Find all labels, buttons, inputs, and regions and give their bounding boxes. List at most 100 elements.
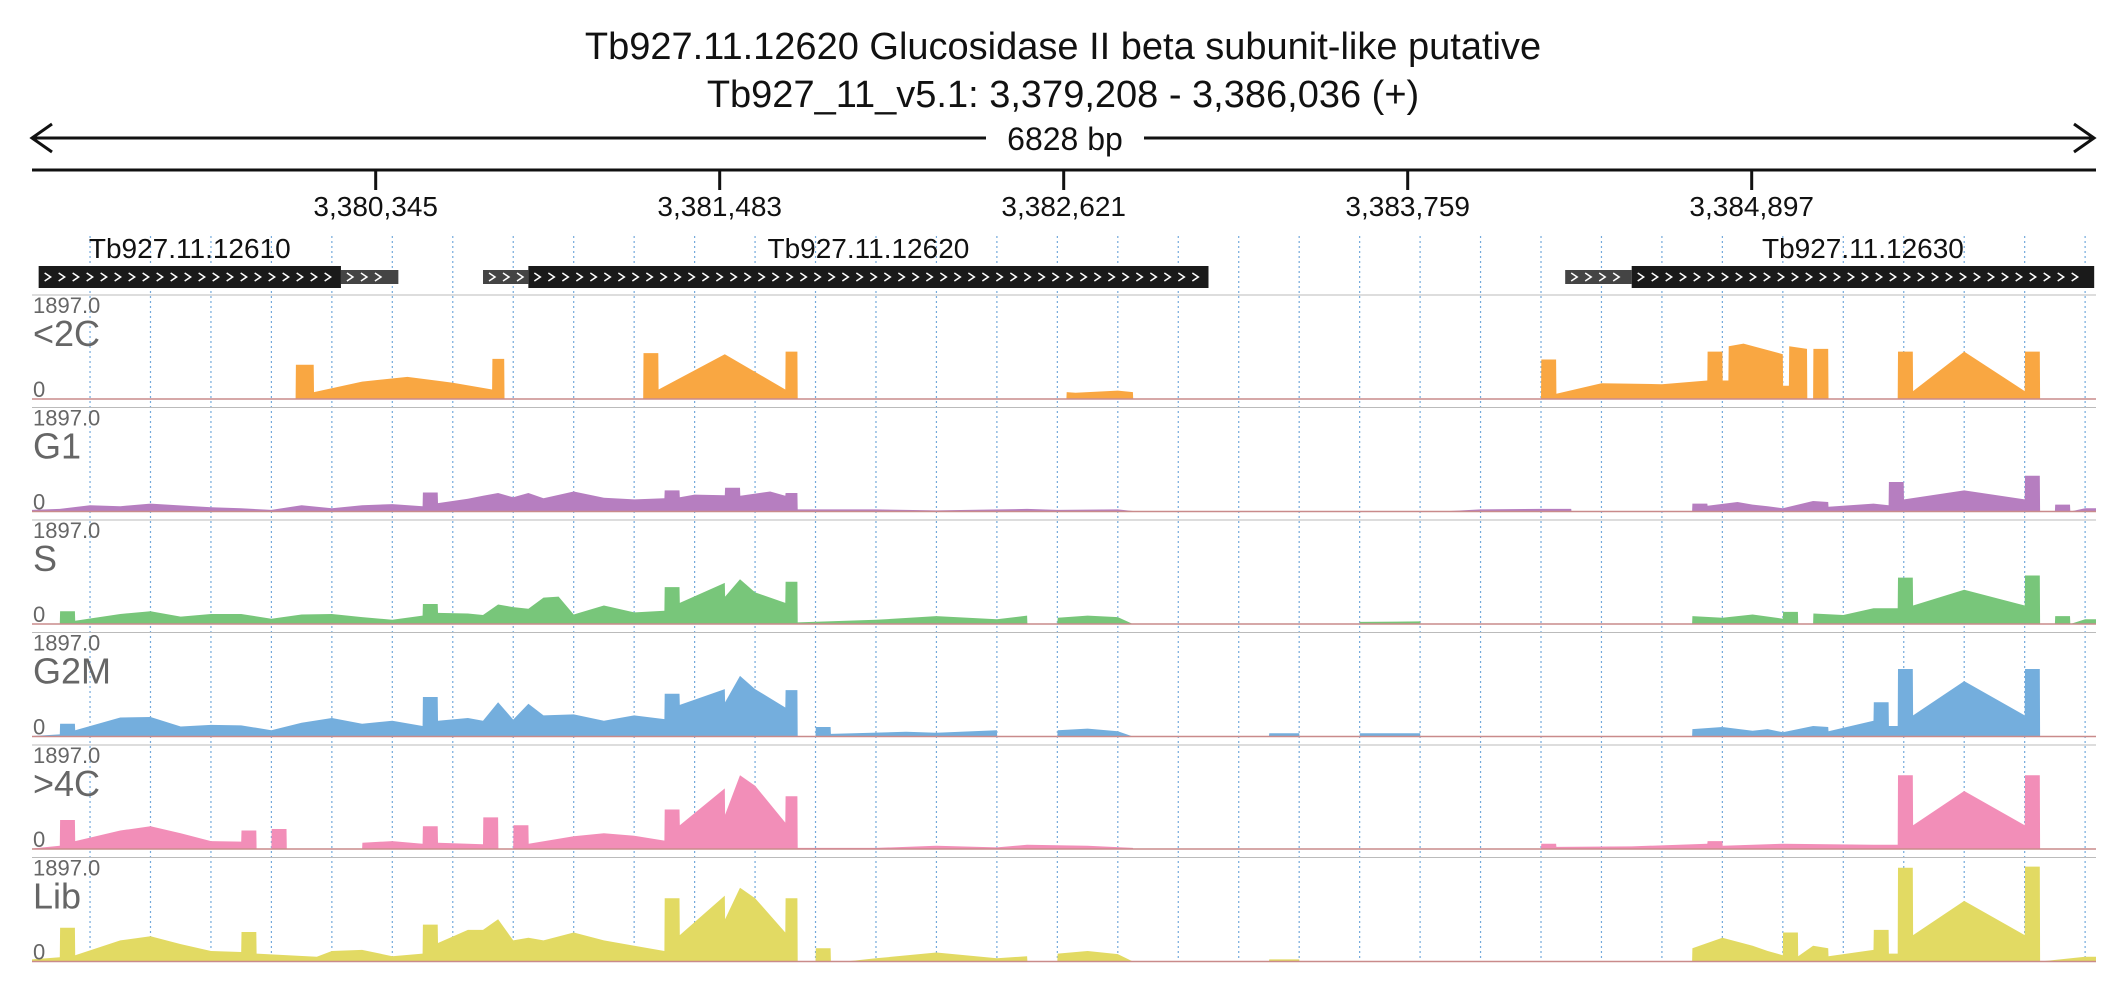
strand-arrow-icon	[240, 272, 249, 282]
strand-arrow-icon	[346, 272, 355, 282]
track-ymax-label: 1897.0	[33, 856, 100, 881]
track-ymin-label: 0	[33, 377, 45, 402]
strand-arrow-icon	[170, 272, 179, 282]
figure-title: Tb927.11.12620 Glucosidase II beta subun…	[585, 26, 1541, 68]
strand-arrow-icon	[925, 272, 934, 282]
strand-arrow-icon	[1959, 272, 1968, 282]
strand-arrow-icon	[869, 272, 878, 282]
gene-utr	[340, 270, 399, 284]
gene-label: Tb927.11.12620	[767, 233, 969, 264]
strand-arrow-icon	[1612, 272, 1621, 282]
strand-arrow-icon	[743, 272, 752, 282]
strand-arrow-icon	[254, 272, 263, 282]
strand-arrow-icon	[1973, 272, 1982, 282]
track-ymin-label: 0	[33, 827, 45, 852]
strand-arrow-icon	[128, 272, 137, 282]
strand-arrow-icon	[296, 272, 305, 282]
x-tick-label: 3,380,345	[313, 191, 438, 222]
figure-subtitle: Tb927_11_v5.1: 3,379,208 - 3,386,036 (+)	[707, 74, 1419, 116]
strand-arrow-icon	[883, 272, 892, 282]
gene-utr	[483, 270, 529, 284]
strand-arrow-icon	[1903, 272, 1912, 282]
track-ymin-label: 0	[33, 490, 45, 515]
strand-arrow-icon	[1777, 272, 1786, 282]
strand-arrow-icon	[142, 272, 151, 282]
strand-arrow-icon	[617, 272, 626, 282]
strand-arrow-icon	[1009, 272, 1018, 282]
strand-arrow-icon	[1987, 272, 1996, 282]
gene-cds	[528, 266, 1209, 288]
strand-arrow-icon	[1805, 272, 1814, 282]
strand-arrow-icon	[72, 272, 81, 282]
strand-arrow-icon	[575, 272, 584, 282]
strand-arrow-icon	[1023, 272, 1032, 282]
strand-arrow-icon	[533, 272, 542, 282]
strand-arrow-icon	[360, 272, 369, 282]
strand-arrow-icon	[547, 272, 556, 282]
track-ymin-label: 0	[33, 715, 45, 740]
strand-arrow-icon	[813, 272, 822, 282]
strand-arrow-icon	[226, 272, 235, 282]
strand-arrow-icon	[2071, 272, 2080, 282]
strand-arrow-icon	[799, 272, 808, 282]
strand-arrow-icon	[1163, 272, 1172, 282]
strand-arrow-icon	[1079, 272, 1088, 282]
coverage-track: 1897.0S 0	[32, 518, 2096, 627]
strand-arrow-icon	[1149, 272, 1158, 282]
track-ymax-label: 1897.0	[33, 406, 100, 431]
strand-arrow-icon	[1665, 272, 1674, 282]
strand-arrow-icon	[1735, 272, 1744, 282]
strand-arrow-icon	[100, 272, 109, 282]
strand-arrow-icon	[1093, 272, 1102, 282]
strand-arrow-icon	[2029, 272, 2038, 282]
strand-arrow-icon	[86, 272, 95, 282]
strand-arrow-icon	[897, 272, 906, 282]
strand-arrow-icon	[282, 272, 291, 282]
strand-arrow-icon	[589, 272, 598, 282]
strand-arrow-icon	[673, 272, 682, 282]
x-tick-label: 3,383,759	[1345, 191, 1470, 222]
strand-arrow-icon	[1833, 272, 1842, 282]
track-name-label: <2C	[33, 313, 100, 354]
strand-arrow-icon	[502, 272, 511, 282]
span-ruler: 6828 bp	[29, 121, 2097, 157]
strand-arrow-icon	[701, 272, 710, 282]
strand-arrow-icon	[1584, 272, 1593, 282]
strand-arrow-icon	[1945, 272, 1954, 282]
strand-arrow-icon	[114, 272, 123, 282]
strand-arrow-icon	[631, 272, 640, 282]
strand-arrow-icon	[1177, 272, 1186, 282]
coverage-area	[32, 475, 2096, 512]
track-ymin-label: 0	[33, 602, 45, 627]
strand-arrow-icon	[1889, 272, 1898, 282]
strand-arrow-icon	[2057, 272, 2066, 282]
strand-arrow-icon	[757, 272, 766, 282]
strand-arrow-icon	[1598, 272, 1607, 282]
strand-arrow-icon	[310, 272, 319, 282]
coverage-area	[32, 575, 2096, 624]
strand-arrow-icon	[58, 272, 67, 282]
strand-arrow-icon	[729, 272, 738, 282]
strand-arrow-icon	[841, 272, 850, 282]
track-ymax-label: 1897.0	[33, 518, 100, 543]
strand-arrow-icon	[1917, 272, 1926, 282]
strand-arrow-icon	[2001, 272, 2010, 282]
strand-arrow-icon	[1749, 272, 1758, 282]
strand-arrow-icon	[1135, 272, 1144, 282]
span-length-label: 6828 bp	[1007, 121, 1123, 157]
track-name-label: G2M	[33, 651, 111, 692]
strand-arrow-icon	[44, 272, 53, 282]
grid-lines	[89, 236, 2086, 962]
coverage-area	[32, 669, 2096, 737]
track-ymax-label: 1897.0	[33, 743, 100, 768]
strand-arrow-icon	[1637, 272, 1646, 282]
gene-label: Tb927.11.12610	[89, 233, 291, 264]
track-ymax-label: 1897.0	[33, 293, 100, 318]
strand-arrow-icon	[771, 272, 780, 282]
strand-arrow-icon	[156, 272, 165, 282]
strand-arrow-icon	[981, 272, 990, 282]
strand-arrow-icon	[268, 272, 277, 282]
strand-arrow-icon	[1693, 272, 1702, 282]
